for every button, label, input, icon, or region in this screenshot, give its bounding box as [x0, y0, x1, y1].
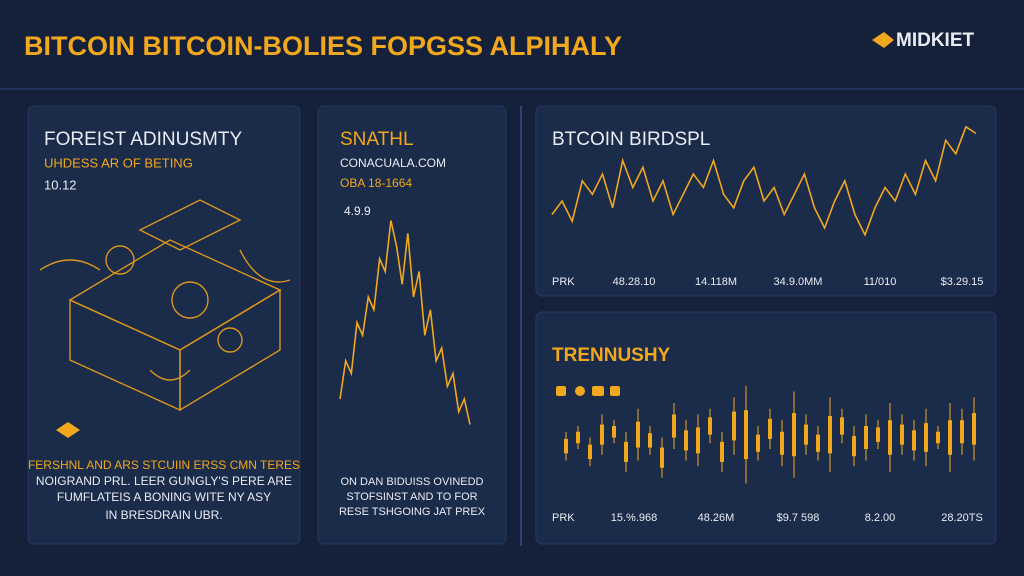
candle-body	[636, 421, 640, 448]
line-series	[551, 125, 977, 237]
candle-body	[600, 424, 604, 445]
candle-body	[756, 434, 760, 452]
candle-body	[900, 424, 904, 445]
candle-body	[660, 447, 664, 468]
x-label: $3.29.15	[941, 276, 984, 288]
candle-body	[768, 418, 772, 439]
divider	[520, 106, 522, 546]
candle-body	[780, 431, 784, 455]
candle-body	[648, 433, 652, 448]
line-series	[339, 220, 471, 425]
candle-body	[828, 415, 832, 454]
caption: ON DAN BIDUISS OVINEDD	[340, 476, 483, 488]
x-label: 15.%.968	[611, 512, 657, 524]
candle-body	[804, 424, 808, 445]
caption: IN BRESDRAIN UBR.	[105, 508, 222, 522]
caption: NOIGRAND PRL. LEER GUNGLY'S PERE ARE	[36, 474, 292, 488]
candle-body	[696, 427, 700, 454]
x-label: PRK	[552, 512, 575, 524]
panel-title: BTCOIN BIRDSPL	[552, 129, 710, 150]
candle-body	[816, 434, 820, 452]
candle-body	[612, 426, 616, 438]
candle-body	[624, 441, 628, 462]
candle-body	[948, 420, 952, 455]
panel	[317, 105, 507, 545]
x-label: 28.20TS	[941, 512, 983, 524]
candle-body	[588, 444, 592, 460]
candle-body	[792, 413, 796, 457]
panel-subtitle: UHDESS AR OF BETING	[44, 155, 193, 170]
candle-body	[564, 438, 568, 454]
caption: RESE TSHGOING JAT PREX	[339, 506, 486, 518]
x-label: 8.2.00	[865, 512, 896, 524]
x-label: 34.9.0MM	[774, 276, 823, 288]
caption: FUMFLATEIS A BONING WITE NY ASY	[57, 490, 271, 504]
panel-subtitle: CONACUALA.COM	[340, 156, 446, 170]
candle-body	[912, 430, 916, 451]
candle-body	[924, 423, 928, 452]
panel	[535, 105, 997, 297]
caption: FERSHNL AND ARS STCUIIN ERSS CMN TERES	[28, 458, 300, 472]
candle-body	[840, 417, 844, 435]
x-label: 48.28.10	[613, 276, 656, 288]
candle-body	[876, 427, 880, 442]
x-label: 48.26M	[698, 512, 735, 524]
panel-title: TRENNUSHY	[552, 345, 671, 366]
panel-value: 4.9.9	[344, 204, 371, 218]
brand-name: MIDKIET	[896, 30, 975, 51]
caption: STOFSINST AND TO FOR	[346, 491, 477, 503]
x-label: $9.7 598	[777, 512, 820, 524]
isometric-illustration	[39, 199, 291, 412]
x-label: PRK	[552, 276, 575, 288]
panel-title: SNATHL	[340, 129, 414, 150]
candle-body	[888, 420, 892, 455]
candle-body	[960, 420, 964, 444]
x-label: 14.118M	[695, 276, 737, 288]
candle-body	[972, 413, 976, 445]
candle-body	[852, 436, 856, 457]
candle-body	[936, 431, 940, 444]
divider	[0, 88, 1024, 90]
panel-value: 10.12	[44, 177, 77, 192]
candle-body	[576, 431, 580, 444]
page-title: BITCOIN BITCOIN-BOLIES FOPGSS ALPIHALY	[24, 31, 622, 61]
candle-body	[672, 414, 676, 438]
candle-body	[864, 426, 868, 449]
candle-body	[732, 411, 736, 441]
panel	[535, 311, 997, 545]
candle-body	[744, 410, 748, 460]
panel-title: FOREIST ADINUSMTY	[44, 129, 242, 150]
panel-value: OBA 18-1664	[340, 176, 412, 190]
candle-body	[720, 441, 724, 462]
legend-icons	[556, 386, 620, 396]
icon	[56, 422, 80, 438]
candle-body	[708, 417, 712, 435]
brand-logo	[872, 32, 894, 48]
x-label: 11/010	[864, 276, 897, 288]
candle-body	[684, 430, 688, 451]
